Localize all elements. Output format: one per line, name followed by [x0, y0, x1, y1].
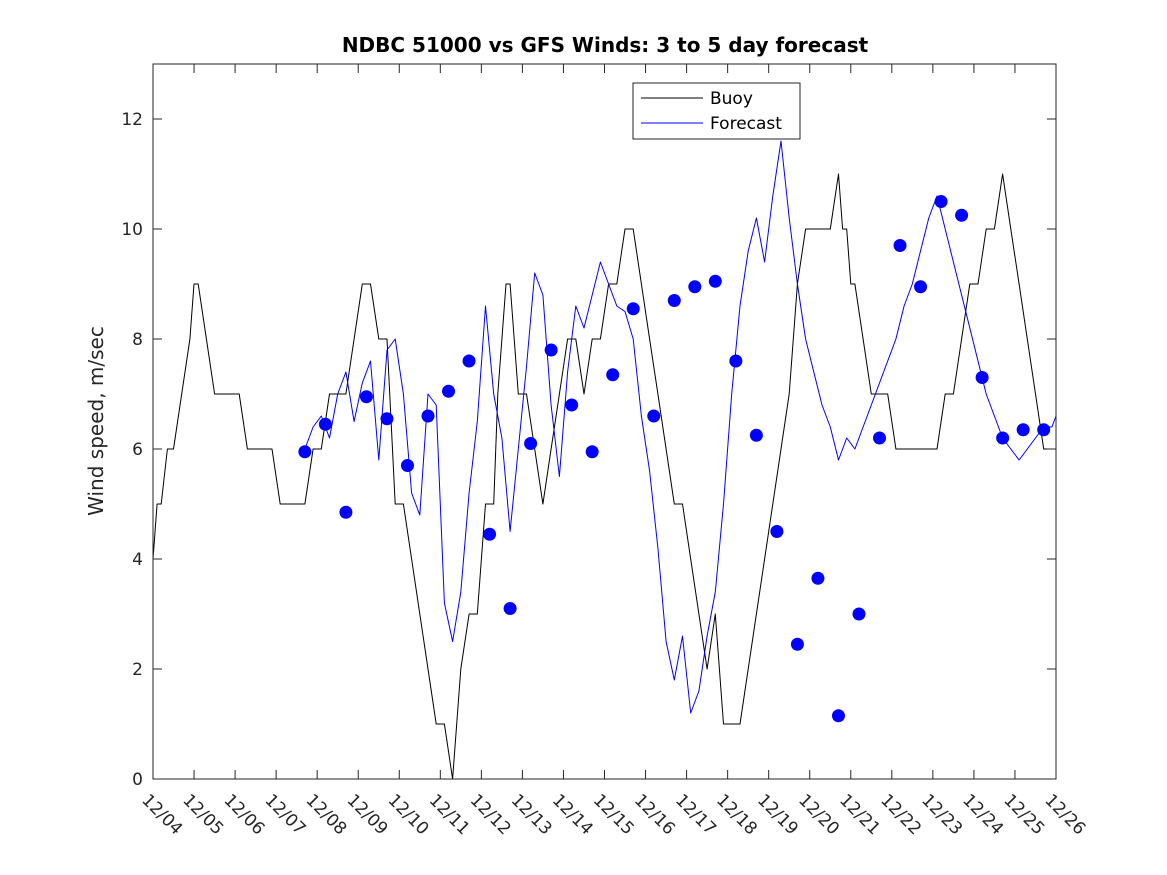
x-tick-label: 12/16: [630, 790, 679, 839]
y-tick-label: 10: [121, 220, 143, 240]
y-tick-label: 0: [132, 770, 143, 790]
forecast-marker: [975, 371, 989, 384]
forecast-marker: [708, 274, 722, 288]
x-tick-label: 12/21: [835, 790, 884, 839]
x-tick-label: 12/25: [999, 790, 1048, 839]
forecast-marker: [852, 607, 866, 621]
x-tick-label: 12/10: [384, 790, 433, 839]
y-tick-label: 6: [132, 440, 143, 460]
x-tick-label: 12/19: [753, 790, 802, 839]
forecast-marker: [421, 409, 435, 423]
forecast-marker: [811, 571, 825, 585]
forecast-marker: [503, 602, 517, 615]
legend-box: [632, 82, 801, 140]
y-tick-label: 8: [132, 330, 143, 350]
forecast-marker: [873, 431, 887, 445]
forecast-marker: [483, 527, 497, 541]
forecast-marker: [1016, 423, 1030, 437]
x-tick-label: 12/23: [917, 790, 966, 839]
y-tick-label: 4: [132, 550, 143, 570]
forecast-marker: [996, 431, 1010, 445]
forecast-marker: [893, 239, 907, 252]
x-tick-label: 12/04: [137, 790, 186, 839]
forecast-marker: [318, 417, 332, 431]
forecast-marker: [606, 368, 620, 382]
plot-frame: [152, 63, 1057, 780]
chart-title: NDBC 51000 vs GFS Winds: 3 to 5 day fore…: [342, 33, 869, 57]
forecast-marker: [688, 280, 702, 294]
legend-forecast-label: Forecast: [710, 114, 782, 134]
forecast-marker: [359, 390, 373, 404]
x-tick-label: 12/05: [179, 790, 228, 839]
forecast-marker: [400, 459, 414, 472]
forecast-marker: [934, 195, 948, 208]
x-tick-label: 12/22: [876, 790, 925, 839]
forecast-marker: [770, 525, 784, 538]
y-axis: 0 2 4 6 8 10 12: [121, 110, 1056, 790]
x-tick-label: 12/09: [343, 790, 392, 839]
forecast-marker: [442, 384, 456, 398]
forecast-marker: [749, 428, 763, 442]
y-axis-label: Wind speed, m/sec: [84, 326, 108, 516]
x-tick-label: 12/20: [794, 790, 843, 839]
forecast-marker: [626, 302, 640, 316]
x-tick-label: 12/26: [1040, 790, 1089, 839]
x-tick-label: 12/12: [466, 790, 515, 839]
y-tick-label: 12: [121, 110, 143, 130]
forecast-marker: [565, 398, 579, 412]
forecast-marker: [831, 709, 845, 723]
forecast-layer: [304, 140, 1057, 714]
x-tick-label: 12/13: [507, 790, 556, 839]
buoy-line: [152, 173, 1056, 780]
x-tick-label: 12/15: [589, 790, 638, 839]
forecast-marker: [667, 294, 681, 307]
forecast-marker: [914, 280, 928, 294]
legend-buoy-label: Buoy: [710, 89, 753, 109]
forecast-marker: [544, 343, 558, 357]
forecast-marker: [647, 409, 661, 423]
buoy-layer: [152, 173, 1056, 780]
plot-area: [152, 140, 1057, 780]
x-tick-label: 12/17: [671, 790, 720, 839]
forecast-marker: [462, 354, 476, 368]
forecast-marker: [524, 437, 538, 450]
forecast-marker: [380, 412, 394, 426]
forecast-marker: [585, 445, 599, 459]
x-tick-label: 12/18: [712, 790, 761, 839]
y-tick-label: 2: [132, 660, 143, 680]
x-tick-label: 12/14: [548, 790, 597, 839]
marker-layer: [298, 195, 1051, 723]
forecast-marker: [790, 637, 804, 651]
forecast-marker: [955, 208, 969, 222]
forecast-marker: [729, 354, 743, 368]
forecast-marker: [298, 445, 312, 459]
x-tick-label: 12/08: [302, 790, 351, 839]
x-tick-label: 12/06: [220, 790, 269, 839]
x-tick-label: 12/11: [425, 790, 474, 839]
x-axis: 12/0412/0512/0612/0712/0812/0912/1012/11…: [137, 64, 1089, 839]
x-tick-label: 12/07: [261, 790, 310, 839]
x-tick-label: 12/24: [958, 790, 1007, 839]
forecast-marker: [1037, 423, 1051, 437]
legend: Buoy Forecast: [632, 82, 801, 140]
forecast-marker: [339, 505, 353, 519]
forecast-line: [304, 140, 1057, 714]
